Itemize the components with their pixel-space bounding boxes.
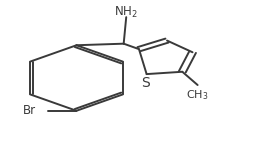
Text: Br: Br: [23, 104, 36, 117]
Text: S: S: [140, 76, 149, 90]
Text: NH$_2$: NH$_2$: [114, 5, 138, 20]
Text: CH$_3$: CH$_3$: [186, 88, 208, 102]
